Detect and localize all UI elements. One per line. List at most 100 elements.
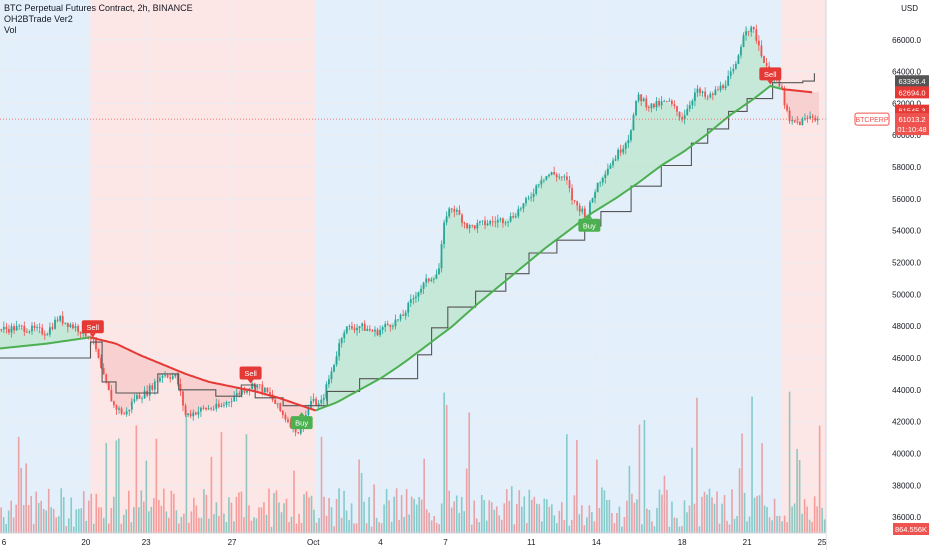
volume-bar-108 <box>270 526 273 533</box>
volume-bar-19 <box>47 488 50 533</box>
candle-body-169 <box>432 278 435 280</box>
volume-bar-202 <box>505 489 508 533</box>
y-tick-5: 56000.0 <box>892 195 921 204</box>
volume-bar-191 <box>478 522 481 533</box>
candle-body-135 <box>345 326 348 333</box>
volume-bar-175 <box>438 524 440 533</box>
candle-body-46 <box>118 408 120 410</box>
volume-bar-70 <box>175 510 178 533</box>
candle-body-182 <box>466 223 469 229</box>
candle-body-225 <box>576 201 579 206</box>
volume-bar-267 <box>668 526 671 533</box>
candle-body-234 <box>599 182 602 184</box>
candle-body-124 <box>317 403 320 407</box>
x-tick-10: 21 <box>743 538 752 547</box>
candle-body-11 <box>28 331 31 333</box>
x-tick-4: Oct <box>307 538 320 547</box>
volume-bar-111 <box>278 502 280 533</box>
candle-body-193 <box>494 221 497 223</box>
candle-body-83 <box>212 408 215 410</box>
volume-bar-197 <box>493 509 496 533</box>
volume-bar-321 <box>803 499 806 533</box>
volume-bar-99 <box>248 505 250 533</box>
volume-bar-294 <box>736 516 738 533</box>
volume-bar-13 <box>32 523 35 533</box>
volume-bar-113 <box>283 503 285 533</box>
volume-bar-129 <box>323 496 325 533</box>
candle-body-140 <box>358 326 361 328</box>
x-tick-2: 23 <box>142 538 151 547</box>
volume-bar-319 <box>798 459 801 533</box>
volume-bar-203 <box>508 500 511 533</box>
volume-bar-24 <box>60 488 63 533</box>
y-tick-0: 66000.0 <box>892 36 921 45</box>
volume-bar-151 <box>378 522 380 533</box>
ma-line-3 <box>781 88 813 94</box>
candle-body-75 <box>192 412 195 417</box>
volume-bar-141 <box>353 523 355 533</box>
candle-body-12 <box>31 325 33 332</box>
candle-body-290 <box>742 35 745 47</box>
candle-body-315 <box>806 118 809 120</box>
volume-bar-144 <box>360 472 363 533</box>
cloud-green-1 <box>316 27 781 411</box>
candle-body-63 <box>161 375 164 378</box>
candle-body-269 <box>688 105 691 109</box>
candle-body-309 <box>791 120 794 121</box>
candle-body-23 <box>59 316 62 321</box>
volume-bar-271 <box>678 526 681 533</box>
candle-body-157 <box>402 314 405 316</box>
volume-bar-285 <box>713 503 716 533</box>
candle-body-47 <box>120 408 123 414</box>
candle-body-163 <box>417 292 420 297</box>
candle-body-276 <box>706 96 709 98</box>
volume-bar-33 <box>82 491 85 533</box>
volume-bars <box>0 391 826 533</box>
volume-bar-320 <box>801 513 803 533</box>
candle-body-237 <box>606 168 609 175</box>
candle-body-76 <box>194 412 197 415</box>
candle-body-153 <box>391 326 394 327</box>
volume-bar-211 <box>528 489 531 533</box>
candle-body-305 <box>781 86 783 89</box>
candle-body-195 <box>499 218 502 220</box>
candle-body-35 <box>89 338 92 340</box>
y-tick-15: 36000.0 <box>892 513 921 522</box>
candle-body-254 <box>650 103 653 109</box>
candle-body-43 <box>110 390 113 402</box>
candle-body-31 <box>79 331 82 334</box>
volume-bar-180 <box>450 507 453 533</box>
candle-body-291 <box>745 31 747 36</box>
volume-bar-161 <box>403 517 405 533</box>
volume-bar-222 <box>556 523 558 533</box>
background-zones <box>0 0 826 533</box>
y-tick-6: 54000.0 <box>892 227 921 236</box>
volume-bar-188 <box>470 524 473 533</box>
volume-bar-53 <box>133 507 135 533</box>
candle-body-260 <box>665 100 668 102</box>
chart-legend: BTC Perpetual Futures Contract, 2h, BINA… <box>4 3 193 36</box>
volume-bar-318 <box>796 448 798 533</box>
candle-body-192 <box>491 220 494 222</box>
volume-bar-159 <box>398 519 400 533</box>
volume-bar-68 <box>170 490 173 533</box>
candle-body-151 <box>386 323 389 326</box>
candle-body-184 <box>471 225 474 226</box>
volume-bar-138 <box>345 510 348 533</box>
candle-body-22 <box>56 319 59 321</box>
volume-bar-118 <box>295 523 298 533</box>
volume-bar-145 <box>363 501 365 533</box>
candle-body-95 <box>243 390 246 393</box>
candle-body-218 <box>558 176 561 178</box>
volume-bar-287 <box>718 523 721 533</box>
candle-body-120 <box>307 407 310 415</box>
volume-bar-0 <box>0 507 2 533</box>
volume-bar-74 <box>185 409 188 533</box>
candle-body-298 <box>763 56 765 63</box>
time-axis[interactable]: 6 20 23 27 Oct 4 7 11 14 18 21 25 <box>0 532 827 550</box>
candle-body-107 <box>274 399 277 404</box>
candle-body-244 <box>624 143 627 149</box>
volume-bar-136 <box>340 517 343 533</box>
candle-body-181 <box>463 222 466 224</box>
